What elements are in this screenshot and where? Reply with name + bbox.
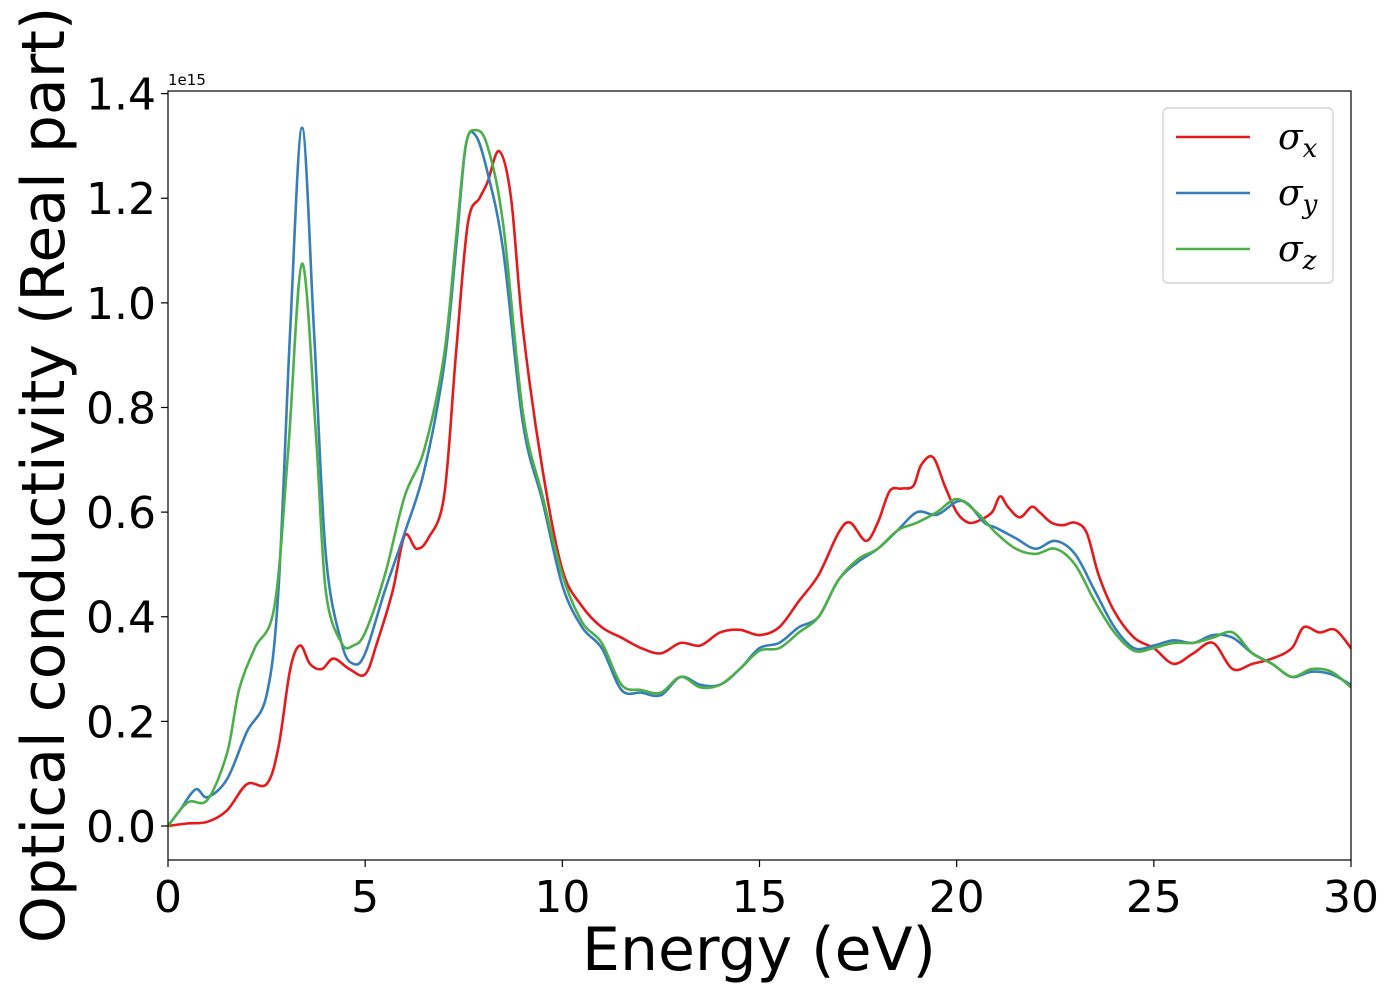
x-tick-label: 25	[1126, 872, 1182, 923]
plot-frame	[167, 90, 1352, 861]
legend-label-y: σy	[1278, 173, 1318, 220]
y-axis-label: Optical conductivity (Real part)	[9, 7, 79, 944]
x-tick-label: 30	[1323, 872, 1379, 923]
y-tick-label: 0.2	[86, 697, 156, 748]
legend-label-z: σz	[1278, 229, 1317, 276]
y-tick-label: 0.4	[86, 593, 156, 644]
y-tick-label: 0.0	[86, 802, 156, 853]
y-tick-label: 1.2	[86, 174, 156, 225]
x-tick-label: 10	[534, 872, 590, 923]
x-tick-label: 15	[732, 872, 788, 923]
series-line-z	[168, 128, 1351, 828]
x-tick-label: 5	[351, 872, 379, 923]
x-tick-label: 0	[154, 872, 182, 923]
legend: σx σy σz	[1162, 107, 1334, 284]
x-axis-label: Energy (eV)	[582, 915, 936, 985]
legend-frame	[1162, 107, 1334, 284]
y-offset-label: 1e15	[168, 71, 206, 89]
x-ticks: 0 5 10 15 20 25 30	[154, 860, 1379, 923]
y-ticks: 0.0 0.2 0.4 0.6 0.8 1.0 1.2 1.4	[86, 70, 168, 853]
y-tick-label: 0.8	[86, 383, 156, 434]
y-tick-label: 1.4	[86, 70, 156, 121]
series-line-x	[168, 149, 1351, 828]
y-tick-label: 0.6	[86, 488, 156, 539]
y-tick-label: 1.0	[86, 279, 156, 330]
plot-lines	[168, 126, 1351, 828]
x-tick-label: 20	[929, 872, 985, 923]
series-line-y	[168, 126, 1351, 828]
legend-label-x: σx	[1278, 117, 1318, 164]
